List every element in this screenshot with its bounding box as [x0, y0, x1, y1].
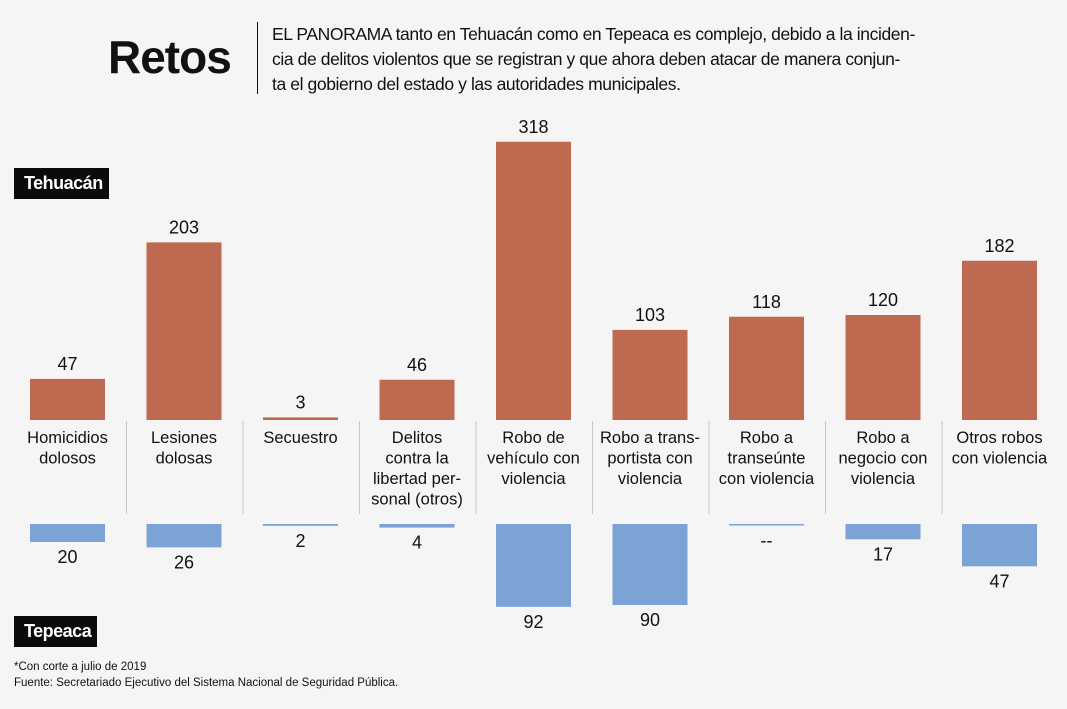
category-label: vehículo con — [487, 450, 580, 468]
category-label: violencia — [618, 470, 683, 488]
tehuacan-value-label: 203 — [169, 217, 199, 237]
category-label: libertad per- — [373, 470, 461, 488]
tepeaca-bar — [496, 524, 571, 607]
tepeaca-badge: Tepeaca — [14, 616, 98, 647]
footnotes: *Con corte a julio de 2019 Fuente: Secre… — [14, 659, 398, 691]
intro-line: ta el gobierno del estado y las autorida… — [272, 74, 681, 94]
tehuacan-bar — [263, 417, 338, 420]
tehuacan-bar — [30, 378, 105, 420]
tepeaca-bar — [263, 524, 338, 526]
category-label: Lesiones — [151, 429, 217, 447]
chart-title: Retos — [108, 31, 232, 83]
tepeaca-value-label: 4 — [412, 533, 422, 553]
tehuacan-bar — [379, 379, 455, 420]
tepeaca-value-label: 47 — [989, 571, 1009, 591]
category-label: con violencia — [719, 470, 815, 488]
tehuacan-value-label: 47 — [57, 354, 77, 374]
tepeaca-value-label: 92 — [523, 612, 543, 632]
tepeaca-value-label: 20 — [57, 547, 77, 567]
tepeaca-bar — [962, 524, 1037, 567]
source-note: Fuente: Secretariado Ejecutivo del Siste… — [14, 677, 399, 689]
category-label: Robo de — [502, 429, 564, 447]
category-label: Secuestro — [263, 429, 337, 447]
tepeaca-bar — [612, 524, 688, 605]
tepeaca-bar — [845, 524, 921, 540]
category-label: sonal (otros) — [371, 491, 463, 509]
category-label: contra la — [385, 450, 449, 468]
tepeaca-value-label: 90 — [640, 610, 660, 630]
tehuacan-value-label: 3 — [295, 392, 305, 412]
category-label: Otros robos — [956, 429, 1042, 447]
category-label: violencia — [851, 470, 916, 488]
tehuacan-bar — [729, 316, 804, 420]
tehuacan-bar — [962, 260, 1037, 420]
category-label: Robo a — [740, 429, 794, 447]
intro-text: EL PANORAMA tanto en Tehuacán como en Te… — [272, 22, 972, 97]
category-label: Robo a trans- — [600, 429, 700, 447]
category-label: Robo a — [856, 429, 910, 447]
tepeaca-bar — [729, 524, 804, 526]
tepeaca-value-label: -- — [761, 531, 773, 551]
category-label: transeúnte — [728, 450, 806, 468]
category-label: dolosas — [156, 450, 213, 468]
tehuacan-value-label: 318 — [518, 117, 548, 137]
tehuacan-badge: Tehuacán — [14, 168, 109, 199]
intro-line: cia de delitos violentos que se registra… — [272, 49, 900, 69]
tepeaca-bar — [379, 524, 455, 528]
tehuacan-bar — [612, 329, 688, 420]
tepeaca-value-label: 26 — [174, 552, 194, 572]
tepeaca-value-label: 2 — [295, 531, 305, 551]
tehuacan-value-label: 182 — [984, 236, 1014, 256]
category-label: dolosos — [39, 450, 96, 468]
cutoff-note: *Con corte a julio de 2019 — [14, 661, 147, 673]
tehuacan-bar — [845, 315, 921, 420]
title-divider — [257, 22, 258, 94]
category-label: negocio con — [839, 450, 928, 468]
tehuacan-bar — [146, 242, 222, 420]
intro-line: EL PANORAMA tanto en Tehuacán como en Te… — [272, 24, 915, 44]
tehuacan-bar — [496, 141, 571, 420]
tehuacan-value-label: 120 — [868, 290, 898, 310]
category-label: con violencia — [952, 450, 1048, 468]
category-label: portista con — [607, 450, 692, 468]
tehuacan-value-label: 46 — [407, 355, 427, 375]
tepeaca-value-label: 17 — [873, 544, 893, 564]
tehuacan-value-label: 118 — [752, 292, 781, 312]
tepeaca-bar — [146, 524, 222, 548]
tehuacan-value-label: 103 — [635, 305, 665, 325]
tepeaca-bar — [30, 524, 105, 542]
category-label: violencia — [501, 470, 566, 488]
category-label: Homicidios — [27, 429, 108, 447]
category-label: Delitos — [392, 429, 442, 447]
